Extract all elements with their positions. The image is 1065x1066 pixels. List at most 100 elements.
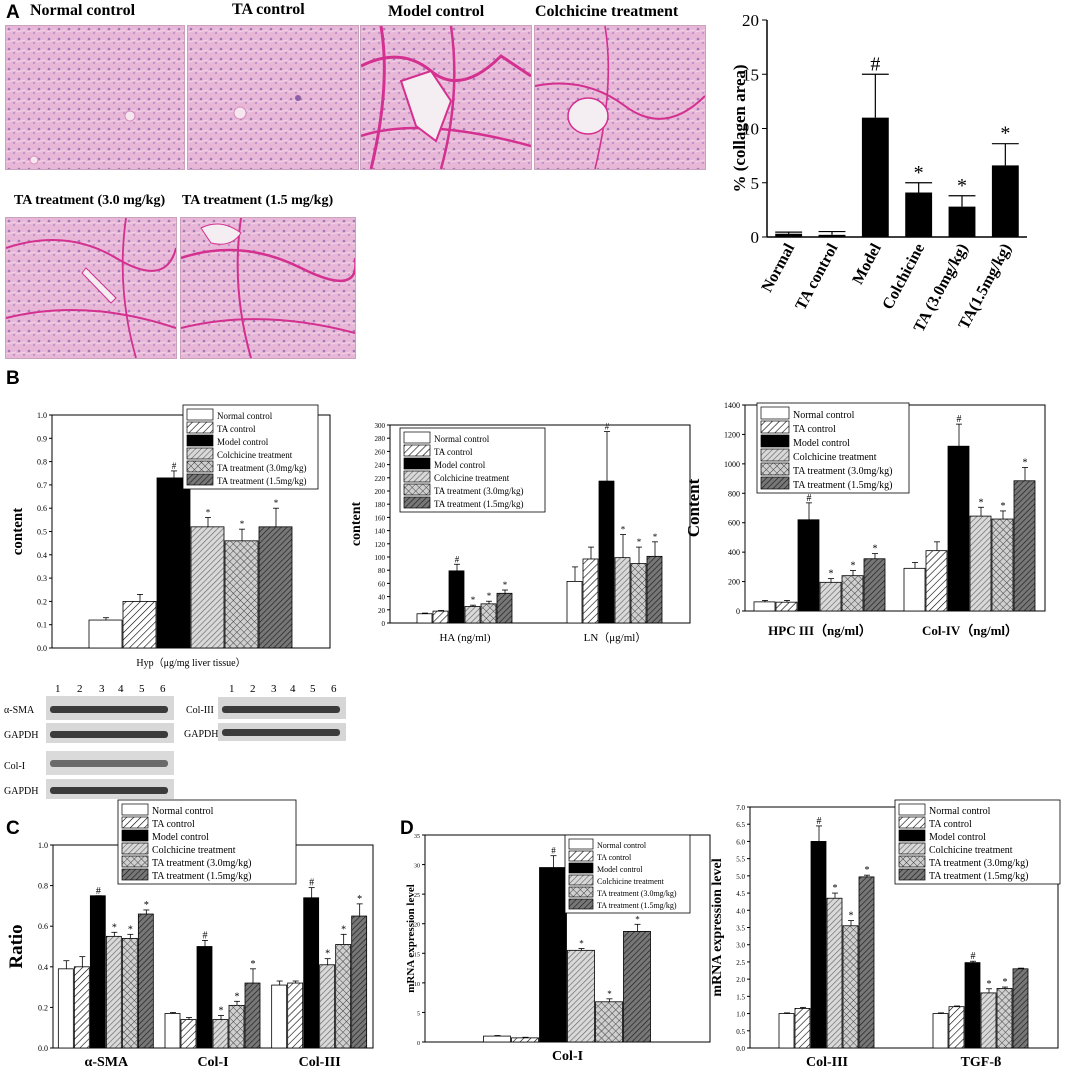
y-tick-label: 5 [417, 1011, 420, 1017]
micrograph-ta-treatment-3 [5, 217, 177, 359]
chart-mrna-col3-tgf: 0.0 0.5 1.0 1.5 2.0 2.5 3.0 3.5 4.0 4.5 5.0 5.5 6.0 6… [710, 799, 1061, 1066]
legend-label: TA treatment (3.0mg/kg) [929, 858, 1028, 869]
significance-mark: * [637, 537, 642, 547]
legend-swatch [568, 886, 594, 898]
micrograph-model-control [360, 25, 532, 170]
significance-mark: * [635, 914, 640, 924]
legend-swatch [403, 457, 431, 470]
legend-label: Model control [434, 460, 486, 470]
legend-swatch [760, 406, 790, 420]
bar [511, 1037, 539, 1043]
legend-swatch [121, 855, 149, 868]
x-group-label: TGF-β [961, 1055, 1002, 1066]
y-tick-label: 1.5 [736, 993, 745, 1001]
y-axis-label: % (collagen area) [730, 64, 749, 192]
legend-label: Colchicine treatment [152, 845, 236, 856]
bar [858, 876, 875, 1049]
legend-swatch [568, 898, 594, 910]
y-tick-label: 400 [728, 548, 740, 557]
lane-number: 5 [310, 683, 316, 695]
significance-mark: * [979, 497, 984, 508]
legend-swatch [186, 473, 214, 486]
significance-mark: * [206, 508, 211, 518]
chart-ha-ln: 0 20 40 60 80 100 120 140 160 180 200 220 240 260 280 3… [349, 422, 691, 644]
significance-mark: * [325, 949, 330, 960]
y-tick-label: 300 [375, 422, 386, 430]
bar [137, 913, 154, 1049]
bar [964, 962, 981, 1049]
legend-swatch [898, 855, 926, 868]
y-tick-label: 1.0 [37, 411, 47, 420]
x-group-label: LN（μg/ml） [584, 631, 647, 644]
y-tick-label: 0.7 [37, 481, 47, 490]
bar [105, 935, 122, 1049]
y-tick-label: 5 [751, 174, 760, 193]
micrograph-title: Colchicine treatment [535, 3, 679, 20]
blot-label: α-SMA [4, 705, 35, 716]
blot-strip [218, 697, 346, 719]
legend-swatch [186, 460, 214, 473]
y-tick-label: 0 [382, 620, 386, 628]
panel-label-d: D [400, 818, 414, 839]
panel-label-c: C [6, 818, 20, 839]
lane-number: 6 [160, 683, 166, 695]
y-tick-label: 10 [742, 120, 759, 139]
bar [646, 555, 663, 624]
legend-swatch [121, 842, 149, 855]
x-group-label: Hyp（μg/mg liver tissue） [136, 657, 245, 669]
y-tick-label: 30 [414, 864, 420, 870]
legend-swatch [760, 434, 790, 448]
bar [932, 1013, 949, 1049]
x-group-label: Col-I [552, 1049, 583, 1064]
bar [57, 968, 74, 1049]
bar [448, 570, 465, 624]
significance-mark: * [144, 900, 149, 911]
western-blot-right: 1 2 3 4 5 6 Col-III GAPDH [180, 683, 360, 743]
significance-mark: * [579, 939, 584, 949]
legend-label: Model control [929, 832, 986, 843]
micrograph-title: Normal control [30, 2, 136, 19]
bar [775, 233, 803, 237]
blot-label: GAPDH [184, 729, 219, 740]
y-axis-label: mRNA expression level [710, 858, 725, 996]
significance-mark: * [849, 911, 854, 922]
blot-label: Col-III [186, 705, 214, 716]
legend-swatch [186, 447, 214, 460]
legend-label: Normal control [152, 806, 214, 817]
significance-mark: * [235, 991, 240, 1002]
micrograph-colchicine-treatment [534, 25, 706, 170]
legend-label: Model control [217, 437, 269, 447]
significance-mark: * [341, 924, 346, 935]
lane-number: 4 [290, 683, 296, 695]
y-axis-label: mRNA expression level [405, 884, 417, 993]
significance-mark: * [112, 922, 117, 933]
bar [582, 558, 599, 624]
blot-strip [46, 696, 174, 720]
y-tick-label: 4.5 [736, 890, 745, 898]
legend-swatch [403, 431, 431, 444]
significance-mark: * [251, 959, 256, 970]
y-tick-label: 0 [751, 228, 760, 247]
legend-label: Colchicine treatment [793, 452, 877, 463]
bar [925, 550, 948, 612]
legend-label: Normal control [929, 806, 991, 817]
micrograph-title: TA treatment (1.5 mg/kg) [182, 193, 334, 208]
legend-label: Colchicine treatment [597, 877, 665, 886]
y-tick-label: 220 [375, 475, 386, 483]
legend-label: TA treatment (1.5mg/kg) [929, 871, 1028, 882]
bar [1012, 968, 1029, 1049]
y-tick-label: 2.0 [736, 976, 745, 984]
bar [969, 515, 992, 612]
bar [212, 1019, 229, 1049]
y-tick-label: 120 [375, 541, 386, 549]
blot-strip [218, 723, 346, 741]
y-tick-label: 0.5 [37, 528, 47, 537]
micrograph-title: Model control [388, 3, 485, 20]
y-tick-label: 0.0 [736, 1045, 745, 1053]
bar [863, 558, 886, 612]
legend-swatch [568, 850, 594, 862]
lane-number: 1 [55, 683, 61, 695]
bar [991, 518, 1014, 612]
bar [351, 915, 368, 1049]
legend-label: Colchicine treatment [434, 473, 510, 483]
